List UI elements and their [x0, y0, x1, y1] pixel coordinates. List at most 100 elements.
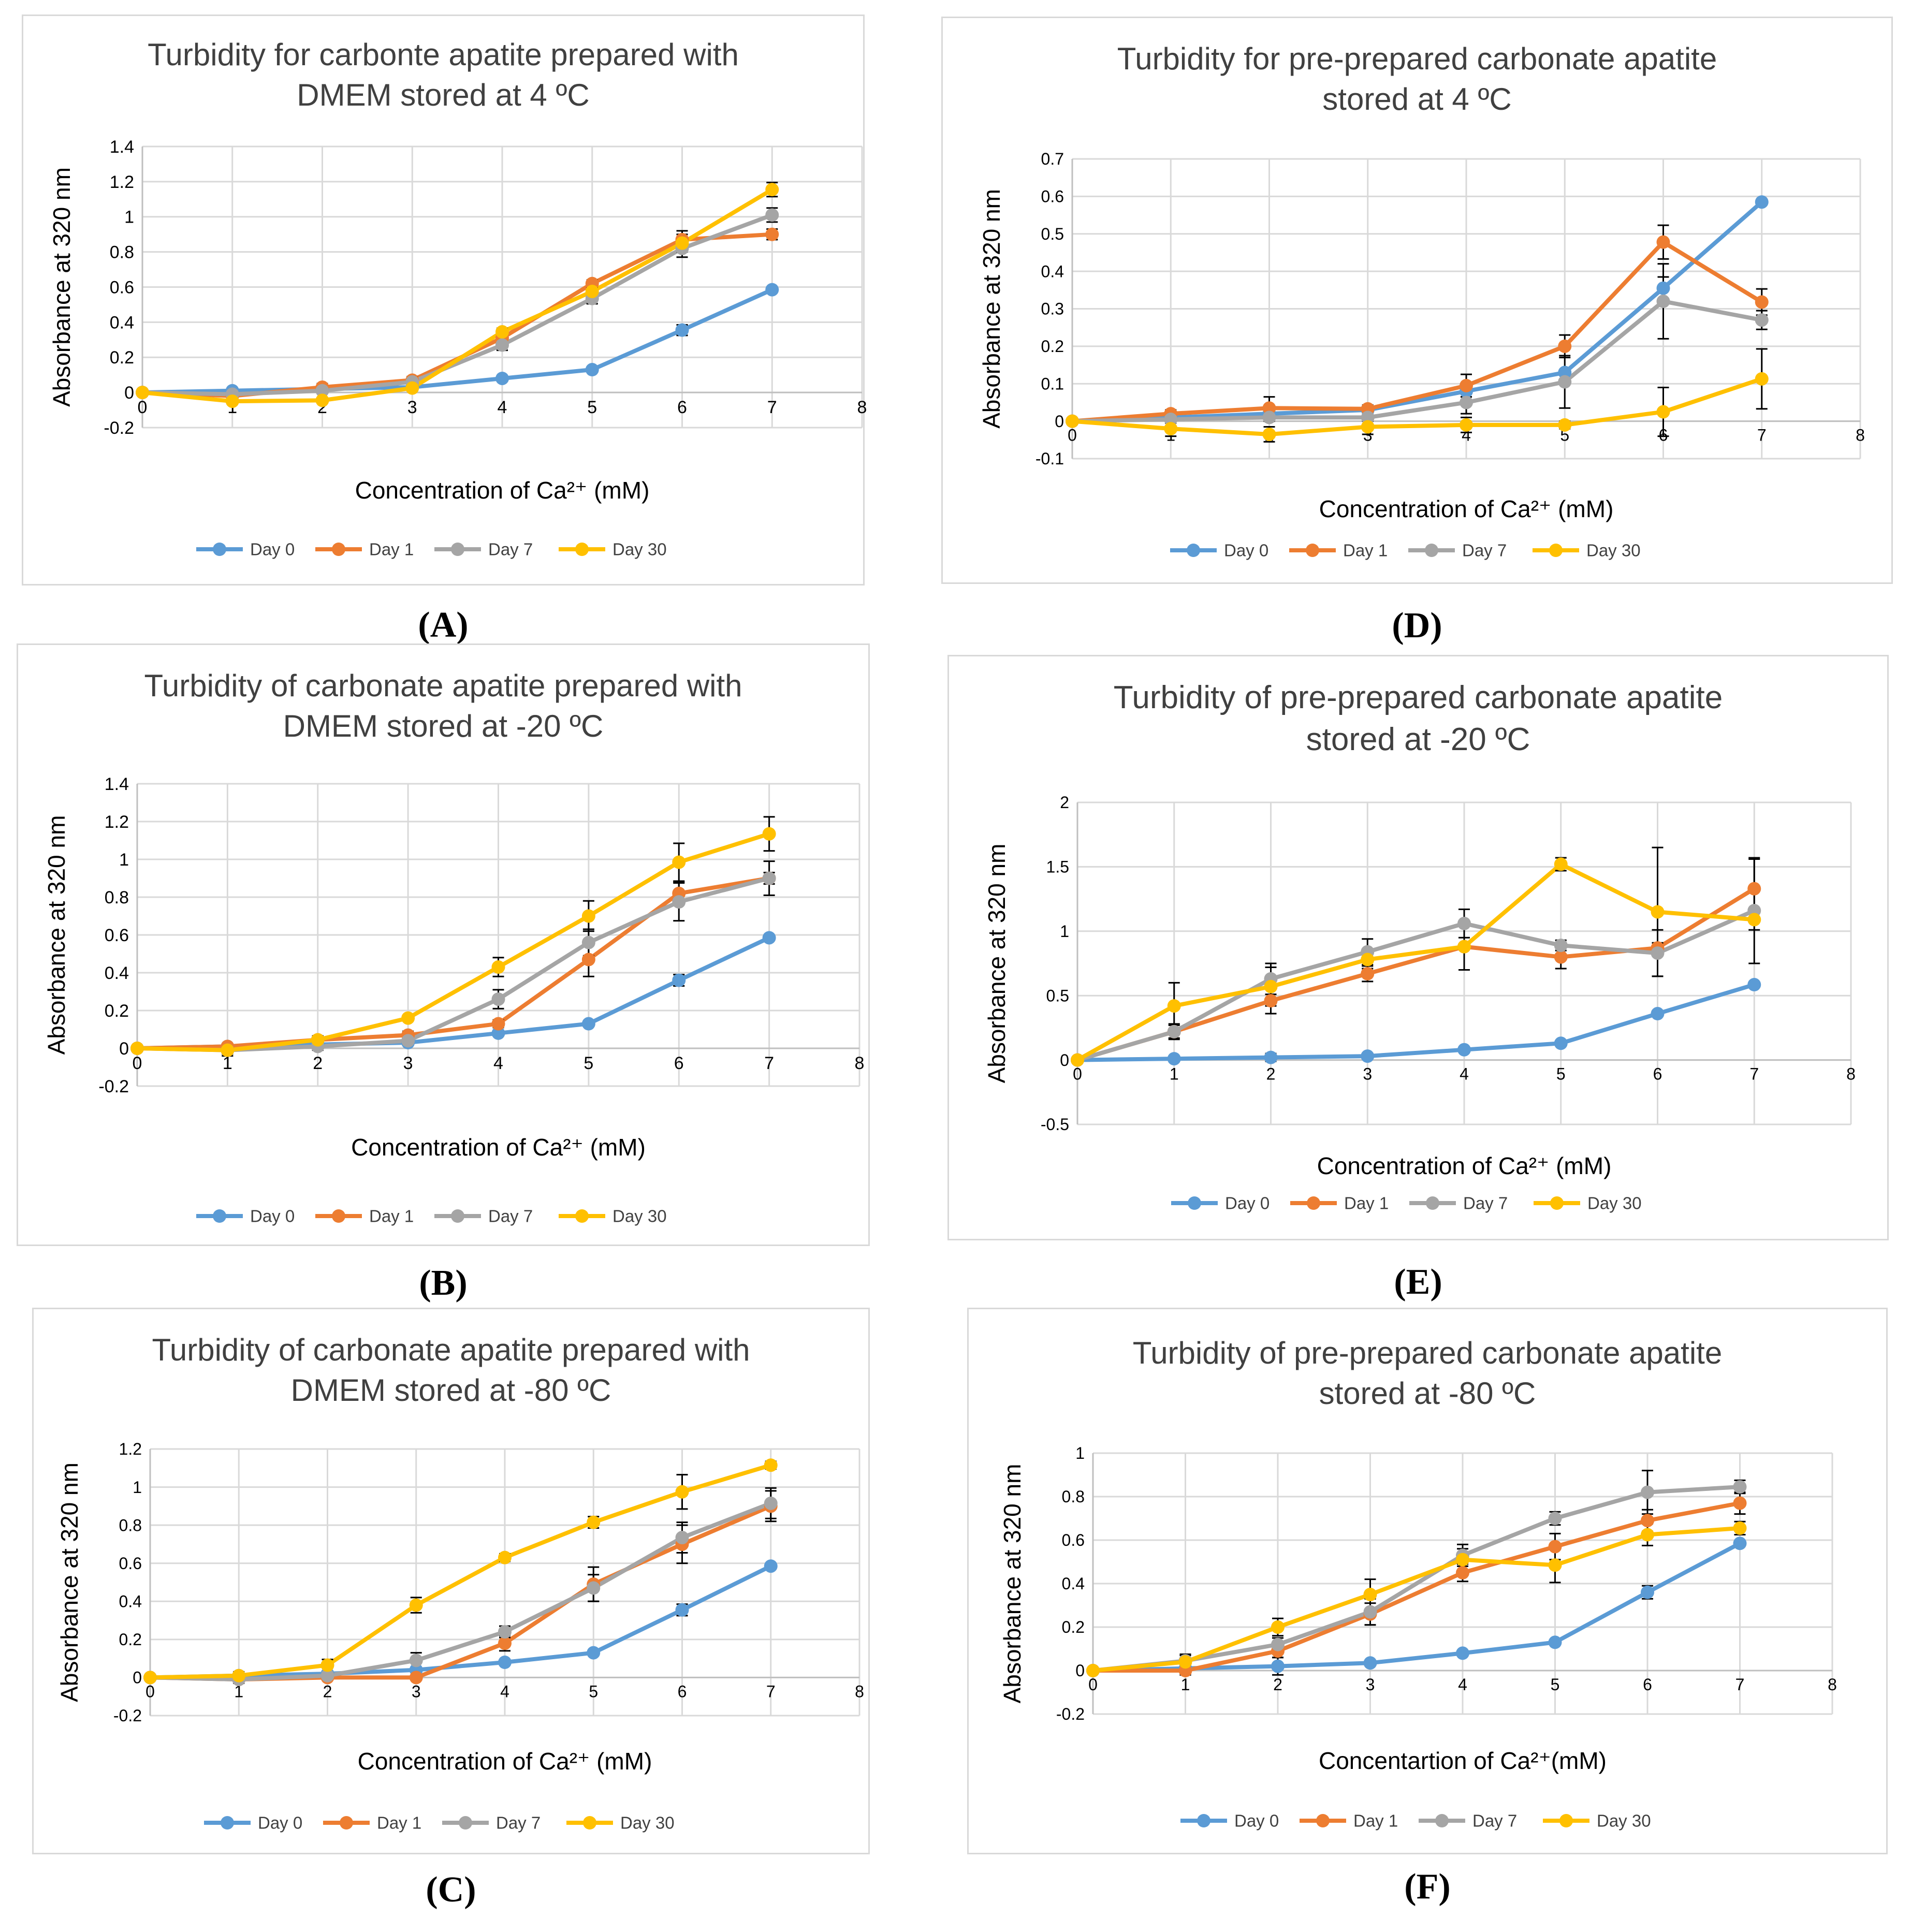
chart-panel-d: Turbidity for pre-prepared carbonate apa… [941, 17, 1893, 652]
chart-title-line: stored at 4 ºC [1322, 82, 1512, 116]
legend: Day 0 Day 1 Day 7 Day 30 [196, 540, 667, 559]
data-point [1361, 967, 1375, 980]
x-tick-label: 5 [587, 398, 597, 417]
data-point [1651, 905, 1665, 919]
data-point [581, 935, 595, 949]
chart-title-line: DMEM stored at 4 ºC [297, 78, 590, 112]
y-axis-label: Absorbance at 320 nm [48, 167, 75, 407]
data-point [1460, 378, 1473, 392]
data-point [1554, 939, 1568, 953]
data-point [1086, 1664, 1100, 1677]
data-point [1733, 1536, 1747, 1550]
panel-label: (A) [418, 605, 469, 645]
data-point [765, 208, 779, 222]
legend: Day 0 Day 1 Day 7 Day 30 [196, 1207, 667, 1226]
data-point [1271, 1620, 1285, 1634]
x-tick-label: 6 [677, 398, 687, 417]
legend-label: Day 30 [612, 1207, 667, 1226]
series-line-day-30 [1072, 377, 1763, 436]
data-point [491, 1026, 505, 1040]
legend-label: Day 0 [250, 1207, 295, 1226]
data-point [1747, 882, 1761, 896]
legend-swatch-marker [583, 1816, 596, 1829]
legend-swatch-marker [1316, 1814, 1330, 1827]
data-point [1167, 1052, 1181, 1066]
markers-day-30 [136, 183, 779, 408]
chart-title: Turbidity of pre-prepared carbonate apat… [949, 677, 1887, 760]
data-point [491, 960, 505, 974]
legend-swatch-marker [213, 543, 226, 556]
y-tick-label: -0.1 [1035, 449, 1064, 468]
legend-swatch-marker [1425, 544, 1438, 557]
y-axis-label: Absorbance at 320 nm [43, 815, 70, 1055]
x-tick-labels: 0 1 2 3 4 5 6 7 8 [133, 1053, 865, 1073]
data-point [495, 338, 509, 352]
legend-label: Day 1 [369, 1207, 414, 1226]
legend-swatch-marker [213, 1209, 226, 1223]
legend-label: Day 0 [1225, 1194, 1270, 1213]
legend-item-day-1: Day 1 [323, 1813, 421, 1833]
x-tick-label: 1 [234, 1682, 243, 1701]
y-tick-label: 0.8 [110, 243, 134, 262]
chart-svg: -0.100.10.20.30.40.50.60.7012345678Conce… [978, 150, 1865, 560]
y-tick-label: -0.2 [104, 418, 134, 438]
chart-title: Turbidity of carbonate apatite prepared … [34, 1330, 868, 1411]
data-point [1641, 1585, 1654, 1599]
data-point [1456, 1646, 1469, 1660]
x-tick-label: 2 [1266, 1065, 1276, 1084]
legend-item-day-30: Day 30 [1543, 1811, 1651, 1831]
y-tick-label: 0.4 [110, 313, 134, 332]
chart-panel-e: Turbidity of pre-prepared carbonate apat… [947, 655, 1889, 1308]
x-tick-label: 5 [1556, 1065, 1566, 1084]
data-point [581, 953, 595, 967]
chart-frame: Turbidity of carbonate apatite prepared … [17, 643, 870, 1246]
data-point [1548, 1540, 1562, 1554]
x-tick-label: 6 [1643, 1675, 1652, 1694]
chart-frame: Turbidity for carbonte apatite prepared … [22, 14, 866, 586]
legend-swatch-marker [575, 543, 589, 556]
data-point [764, 1559, 778, 1573]
series-line-day-7 [150, 1501, 772, 1682]
data-point [495, 325, 509, 339]
y-tick-labels: -0.2 0 0.2 0.4 0.6 0.8 1 1.2 [113, 1440, 142, 1725]
legend-label: Day 7 [488, 1207, 533, 1226]
data-point [1548, 1558, 1562, 1572]
data-point [498, 1656, 512, 1669]
chart-title-line: stored at -80 ºC [1319, 1376, 1536, 1411]
chart-frame: Turbidity for pre-prepared carbonate apa… [941, 17, 1893, 584]
y-tick-label: 0.8 [119, 1516, 142, 1534]
markers-day-30 [1066, 372, 1769, 441]
x-axis-label: Concentration of Ca²⁺ (mM) [1317, 1152, 1612, 1179]
data-point [1457, 916, 1471, 930]
chart-frame: Turbidity of carbonate apatite prepared … [32, 1308, 870, 1854]
data-point [1361, 411, 1375, 425]
data-point [320, 1668, 334, 1682]
data-point [1558, 375, 1572, 389]
data-point [672, 895, 686, 909]
data-point [495, 371, 509, 385]
data-point [581, 909, 595, 923]
legend-label: Day 0 [1224, 541, 1268, 560]
x-tick-label: 5 [589, 1682, 598, 1701]
series-line-day-7 [142, 213, 773, 397]
legend-item-day-30: Day 30 [559, 540, 667, 559]
y-tick-label: 0 [1075, 1661, 1085, 1680]
data-point [1554, 1036, 1568, 1050]
x-tick-label: 0 [1073, 1065, 1082, 1084]
y-tick-labels: -0.5 0 0.5 1 1.5 2 [1041, 793, 1069, 1134]
panel-label: (E) [1394, 1262, 1442, 1302]
legend: Day 0 Day 1 Day 7 Day 30 [1180, 1811, 1651, 1831]
series-line-day-1 [1093, 1501, 1741, 1673]
y-tick-label: 0.8 [105, 888, 129, 908]
chart-svg: -0.200.20.40.60.811.20 1 2 3 4 5 6 7 8Concentrat… [56, 1440, 864, 1833]
legend-item-day-30: Day 30 [1534, 1194, 1642, 1213]
y-tick-labels: -0.2 0 0.2 0.4 0.6 0.8 1 [1056, 1444, 1085, 1723]
data-point [762, 931, 776, 945]
legend: Day 0 Day 1 Day 7 Day 30 [204, 1813, 675, 1833]
chart-title-line: stored at -20 ºC [1306, 721, 1530, 757]
data-point [409, 1653, 423, 1667]
error-bars-day-1 [499, 1490, 777, 1652]
data-point [1656, 281, 1670, 295]
legend-item-day-0: Day 0 [196, 540, 295, 559]
